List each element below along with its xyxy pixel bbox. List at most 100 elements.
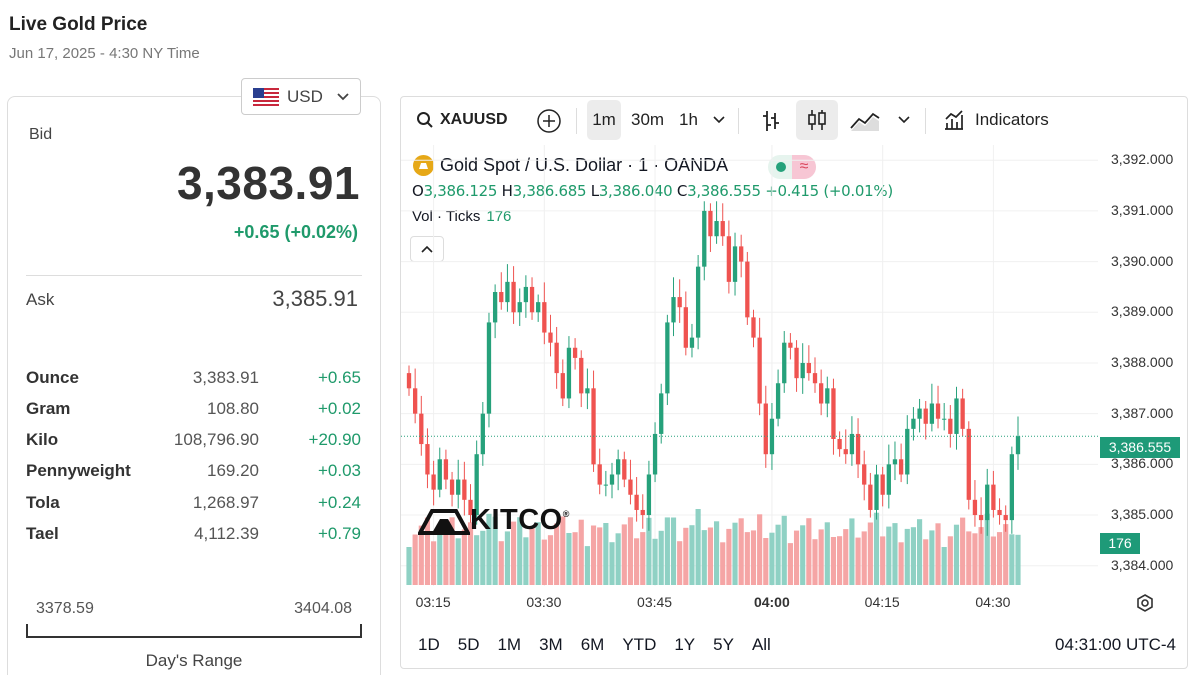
- range-5y[interactable]: 5Y: [713, 635, 734, 654]
- price-axis-tick-label: 3,386.000: [1111, 455, 1174, 472]
- volume-bar: [461, 529, 467, 585]
- volume-bar: [634, 538, 640, 585]
- last-volume-tag: 176: [1100, 533, 1140, 554]
- chart-type-chevron-down-icon[interactable]: [898, 116, 910, 124]
- low-value: 3,386.040: [598, 182, 673, 200]
- volume-bar: [935, 523, 941, 585]
- candle-body: [646, 474, 652, 516]
- volume-bar: [1015, 534, 1021, 585]
- range-all[interactable]: All: [751, 635, 771, 654]
- volume-bar: [652, 538, 658, 585]
- candle-body: [665, 322, 670, 394]
- volume-bar: [843, 529, 849, 585]
- bid-change: +0.65 (+0.02%): [233, 222, 358, 242]
- candle-body: [843, 449, 848, 455]
- volume-bar: [849, 518, 855, 585]
- range-3m[interactable]: 3M: [539, 635, 563, 654]
- interval-1h[interactable]: 1h: [679, 110, 698, 129]
- chart-clock[interactable]: 04:31:00 UTC-4: [1055, 635, 1176, 654]
- candle-body: [892, 459, 898, 465]
- candle-body: [603, 484, 609, 486]
- volume-bar: [873, 512, 880, 585]
- candle-body: [695, 266, 701, 338]
- range-1d[interactable]: 1D: [418, 635, 440, 654]
- candle-body: [425, 444, 430, 475]
- volume-bar: [486, 513, 492, 585]
- candle-body: [431, 474, 436, 490]
- range-6m[interactable]: 6M: [580, 635, 605, 654]
- volume-bar: [510, 521, 517, 585]
- candle-body: [800, 362, 805, 379]
- price-plot[interactable]: [401, 145, 1098, 586]
- interval-chevron-down-icon[interactable]: [713, 116, 725, 124]
- candle-body: [1009, 454, 1015, 521]
- high-value: 3,386.685: [512, 182, 587, 200]
- close-label: C: [676, 182, 688, 200]
- volume-bar: [560, 516, 566, 585]
- volume-bar: [978, 527, 984, 585]
- candle-body: [868, 484, 873, 510]
- unit-name: Ounce: [26, 368, 79, 387]
- candle-body: [745, 261, 750, 318]
- volume-bar: [775, 524, 781, 585]
- candle-body: [739, 246, 744, 262]
- range-1y[interactable]: 1Y: [674, 635, 696, 654]
- volume-bar: [517, 517, 523, 585]
- range-5d[interactable]: 5D: [457, 635, 480, 654]
- volume-bar: [677, 541, 683, 585]
- candle-body: [499, 292, 504, 303]
- volume-bar: [701, 530, 707, 585]
- range-1m[interactable]: 1M: [497, 635, 522, 654]
- compare-add-icon[interactable]: [536, 108, 562, 134]
- low-label: L: [590, 182, 599, 200]
- candle-body: [880, 474, 885, 495]
- market-open-dot-icon: [776, 162, 786, 172]
- price-axis-tick-label: 3,390.000: [1111, 252, 1174, 269]
- area-chart-type-icon[interactable]: [849, 110, 881, 132]
- ask-label: Ask: [26, 290, 55, 309]
- currency-dropdown[interactable]: USD: [241, 78, 361, 115]
- candle-body: [862, 464, 867, 485]
- candle-body: [855, 433, 861, 465]
- volume-bar: [664, 517, 670, 585]
- volume-bar: [480, 530, 486, 585]
- candle-body: [609, 474, 615, 485]
- volume-bar: [707, 527, 714, 585]
- kitco-watermark-logo: KITCO ®: [418, 504, 570, 537]
- volume-bar: [695, 509, 701, 585]
- volume-value: 176: [486, 208, 512, 225]
- volume-bar: [603, 523, 609, 585]
- candle-body: [929, 403, 935, 424]
- toolbar-separator: [925, 108, 926, 134]
- unit-change: +0.03: [317, 461, 361, 480]
- interval-1m[interactable]: 1m: [587, 100, 621, 140]
- candle-body: [714, 221, 719, 237]
- candle-body: [505, 281, 510, 303]
- candle-body: [911, 418, 916, 429]
- candle-body: [622, 459, 627, 480]
- bar-chart-type-icon[interactable]: [760, 109, 782, 133]
- volume-bar: [418, 525, 424, 585]
- time-axis-tick-label: 03:30: [526, 594, 562, 610]
- candles-button[interactable]: [796, 100, 838, 140]
- indicators-button[interactable]: Indicators: [943, 100, 1049, 140]
- interval-30m[interactable]: 30m: [631, 110, 665, 129]
- volume-bar: [861, 531, 867, 585]
- market-status-pill[interactable]: ≈: [768, 155, 816, 179]
- chart-settings-icon[interactable]: [1135, 593, 1155, 613]
- unit-change: +0.79: [317, 524, 361, 543]
- range-ytd[interactable]: YTD: [622, 635, 657, 654]
- candle-body: [923, 408, 928, 424]
- ask-price: 3,385.91: [272, 286, 358, 311]
- volume-bar: [898, 542, 904, 585]
- symbol-search[interactable]: XAUUSD: [416, 100, 508, 140]
- unit-name: Tael: [26, 524, 59, 543]
- volume-bar: [572, 532, 578, 585]
- volume-bar: [996, 532, 1003, 585]
- unit-change: +20.90: [308, 430, 361, 449]
- candle-body: [554, 342, 559, 374]
- candle-body: [449, 479, 455, 495]
- candle-body: [597, 464, 602, 485]
- candle-body: [406, 373, 412, 389]
- candle-body: [726, 236, 732, 282]
